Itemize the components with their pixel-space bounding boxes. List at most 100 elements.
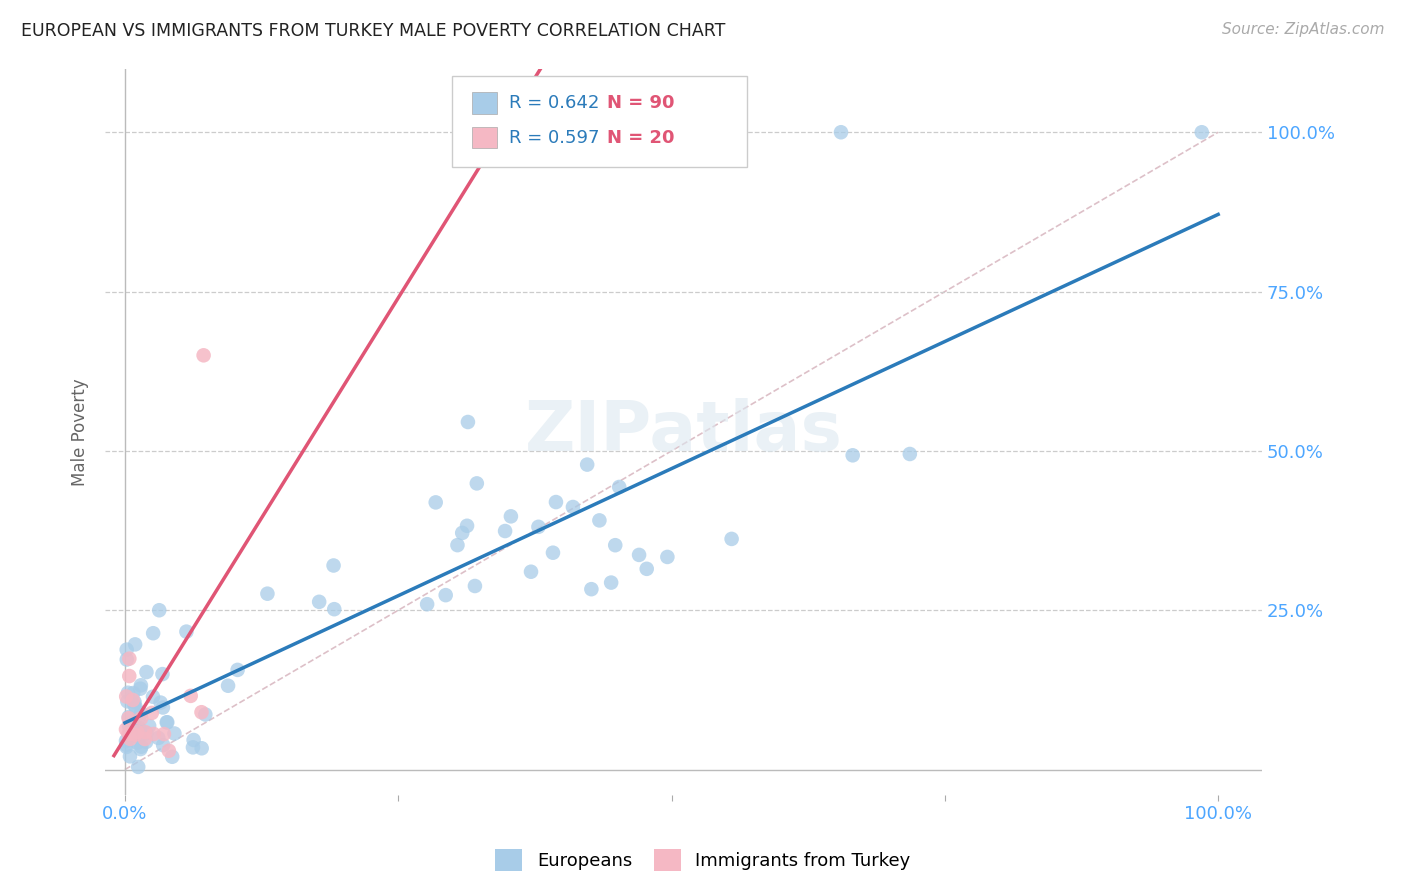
FancyBboxPatch shape [472,127,498,148]
Point [464,579,486,593]
FancyBboxPatch shape [453,76,747,167]
Point [124,695,146,709]
Point [135,665,157,679]
Point [183,733,205,747]
Point [128,721,150,735]
Point [117,727,139,741]
Point [127,724,149,739]
Point [122,686,145,700]
Point [451,525,474,540]
Point [117,694,139,708]
Point [160,749,183,764]
Point [125,700,148,714]
Point [446,538,468,552]
Point [128,724,150,739]
Point [256,587,278,601]
Point [127,736,149,750]
Point [127,727,149,741]
Point [142,690,165,704]
Point [121,693,143,707]
Point [217,679,239,693]
Point [117,711,139,725]
Point [127,760,149,774]
Point [425,495,447,509]
Text: N = 90: N = 90 [607,95,675,112]
Point [115,723,138,737]
Point [156,715,179,730]
Point [153,727,176,741]
Point [520,565,543,579]
Text: N = 20: N = 20 [607,128,675,146]
Point [115,690,138,704]
FancyBboxPatch shape [472,93,498,114]
Point [176,624,198,639]
Point [125,721,148,735]
Point [152,700,174,714]
Y-axis label: Male Poverty: Male Poverty [72,378,89,485]
Point [134,725,156,739]
Point [118,651,141,665]
Point [118,710,141,724]
Point [115,739,138,754]
Point [129,708,152,723]
Legend: Europeans, Immigrants from Turkey: Europeans, Immigrants from Turkey [488,842,918,879]
Point [134,731,156,746]
Point [541,546,564,560]
Point [131,739,153,754]
Point [115,738,138,752]
Point [121,729,143,743]
Point [120,731,142,746]
Text: R = 0.597: R = 0.597 [509,128,599,146]
Point [118,749,141,764]
Point [124,727,146,741]
Point [576,458,599,472]
Point [494,524,516,538]
Text: ZIPatlas: ZIPatlas [524,399,842,466]
Point [322,558,344,573]
Point [152,738,174,752]
Point [588,513,610,527]
Point [465,476,488,491]
Text: R = 0.642: R = 0.642 [509,95,599,112]
Point [129,706,152,720]
Point [120,725,142,739]
Point [129,742,152,756]
Point [830,125,852,139]
Point [118,669,141,683]
Point [416,597,439,611]
Point [135,726,157,740]
Point [456,518,478,533]
Point [898,447,921,461]
Point [117,686,139,700]
Point [141,706,163,720]
Point [118,719,141,733]
Point [841,448,863,462]
Point [163,726,186,740]
Point [720,532,742,546]
Point [124,729,146,743]
Point [129,681,152,696]
Point [157,744,180,758]
Point [124,728,146,742]
Point [457,415,479,429]
Point [138,719,160,733]
Text: Source: ZipAtlas.com: Source: ZipAtlas.com [1222,22,1385,37]
Point [122,698,145,712]
Point [142,626,165,640]
Point [148,731,170,745]
Point [581,582,603,597]
Point [527,520,550,534]
Point [499,509,522,524]
Point [636,562,658,576]
Point [323,602,346,616]
Point [628,548,651,562]
Point [118,728,141,742]
Point [605,538,627,552]
Point [600,575,623,590]
Point [434,588,457,602]
Point [115,642,138,657]
Point [148,603,170,617]
Point [135,735,157,749]
Point [181,740,204,755]
Point [194,707,217,722]
